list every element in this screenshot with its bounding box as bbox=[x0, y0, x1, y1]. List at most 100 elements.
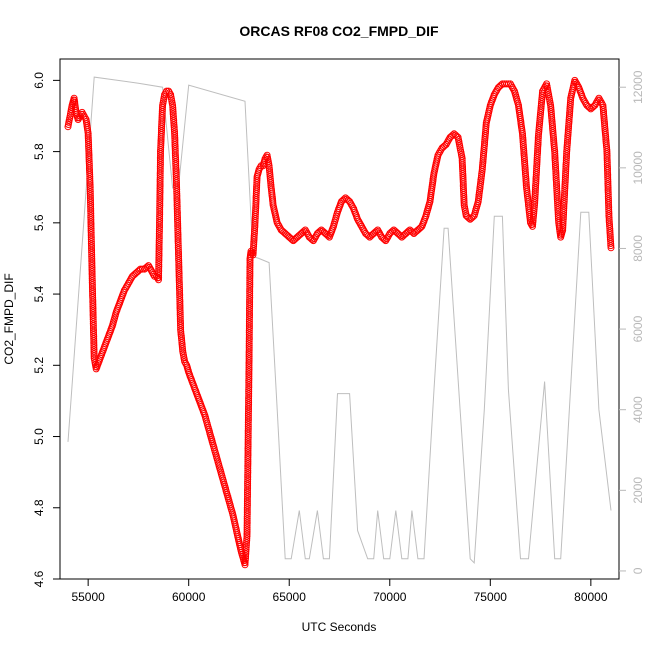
data-point bbox=[562, 167, 570, 175]
data-point bbox=[241, 561, 249, 569]
data-point bbox=[534, 145, 542, 153]
data-point bbox=[243, 530, 251, 538]
data-point bbox=[560, 206, 568, 214]
data-point bbox=[245, 320, 253, 328]
data-point bbox=[176, 289, 184, 297]
data-point bbox=[156, 202, 164, 210]
data-point bbox=[561, 176, 569, 184]
data-point bbox=[244, 471, 252, 479]
data-point bbox=[173, 209, 181, 217]
x-tick-label: 65000 bbox=[273, 590, 307, 604]
data-point bbox=[531, 199, 539, 207]
data-point bbox=[245, 390, 253, 398]
data-point bbox=[242, 541, 250, 549]
data-point bbox=[86, 190, 94, 198]
data-point bbox=[169, 110, 177, 118]
data-point bbox=[87, 233, 95, 241]
data-point bbox=[169, 101, 177, 109]
data-point bbox=[246, 274, 254, 282]
data-point bbox=[532, 182, 540, 190]
x-axis-label: UTC Seconds bbox=[302, 620, 377, 634]
data-point bbox=[243, 508, 251, 516]
data-point bbox=[175, 267, 183, 275]
data-point bbox=[246, 296, 254, 304]
data-point bbox=[89, 309, 97, 317]
data-point bbox=[87, 212, 95, 219]
data-point bbox=[243, 532, 251, 540]
data-point bbox=[173, 185, 181, 193]
data-point bbox=[155, 236, 163, 244]
data-point bbox=[156, 199, 164, 207]
data-point bbox=[243, 502, 251, 510]
data-point bbox=[243, 495, 251, 503]
data-point bbox=[146, 263, 153, 271]
data-point bbox=[156, 215, 164, 222]
data-point bbox=[155, 271, 163, 279]
data-point bbox=[243, 526, 251, 534]
data-point bbox=[175, 257, 183, 265]
data-point bbox=[460, 199, 468, 207]
data-point bbox=[607, 242, 615, 250]
data-point bbox=[85, 162, 93, 170]
data-point bbox=[604, 173, 612, 181]
plot-frame bbox=[59, 58, 620, 580]
data-point bbox=[155, 256, 163, 264]
data-point bbox=[87, 198, 94, 206]
data-point bbox=[559, 215, 567, 223]
data-point bbox=[87, 201, 95, 209]
data-point bbox=[243, 499, 251, 507]
data-point bbox=[156, 221, 163, 229]
data-point bbox=[178, 341, 186, 349]
data-point bbox=[175, 261, 183, 269]
data-point bbox=[173, 194, 181, 202]
y-tick-label: 6.0 bbox=[32, 72, 46, 89]
data-point bbox=[156, 154, 164, 162]
data-point bbox=[562, 172, 569, 179]
data-point bbox=[605, 214, 613, 222]
y-tick-label: 4.6 bbox=[32, 570, 46, 587]
data-point bbox=[246, 263, 254, 271]
data-point bbox=[533, 162, 541, 170]
co2-series bbox=[64, 76, 615, 569]
y-tick-label: 5.4 bbox=[32, 285, 46, 302]
data-point bbox=[565, 122, 573, 130]
data-point bbox=[562, 161, 570, 169]
data-point bbox=[156, 187, 164, 194]
data-point bbox=[156, 212, 164, 220]
data-point bbox=[155, 254, 163, 262]
data-point bbox=[355, 217, 363, 225]
data-point bbox=[86, 181, 94, 189]
data-point bbox=[88, 253, 96, 261]
data-point bbox=[562, 163, 570, 171]
data-point bbox=[246, 300, 254, 308]
data-point bbox=[88, 274, 96, 282]
data-point bbox=[174, 216, 181, 224]
data-point bbox=[561, 180, 569, 188]
y2-tick-label: 2000 bbox=[631, 477, 645, 504]
chart-title: ORCAS RF08 CO2_FMPD_DIF bbox=[239, 23, 439, 39]
data-point bbox=[86, 188, 94, 196]
data-point bbox=[245, 385, 253, 393]
data-point bbox=[89, 298, 97, 306]
data-point bbox=[245, 396, 253, 404]
data-point bbox=[173, 188, 181, 195]
data-point bbox=[174, 229, 182, 236]
data-point bbox=[88, 283, 96, 291]
data-point bbox=[603, 150, 611, 158]
data-point bbox=[244, 421, 252, 428]
data-point bbox=[89, 290, 97, 297]
data-point bbox=[532, 184, 539, 192]
data-point bbox=[176, 313, 184, 321]
data-point bbox=[174, 224, 182, 232]
data-point bbox=[175, 250, 182, 258]
data-point bbox=[560, 198, 568, 206]
data-point bbox=[560, 196, 568, 203]
data-point bbox=[244, 488, 251, 496]
data-point bbox=[491, 89, 499, 97]
data-point bbox=[244, 431, 252, 439]
data-point bbox=[572, 78, 580, 86]
data-point bbox=[243, 539, 250, 547]
data-point bbox=[87, 229, 95, 237]
data-point bbox=[89, 302, 97, 310]
data-point bbox=[155, 265, 163, 273]
